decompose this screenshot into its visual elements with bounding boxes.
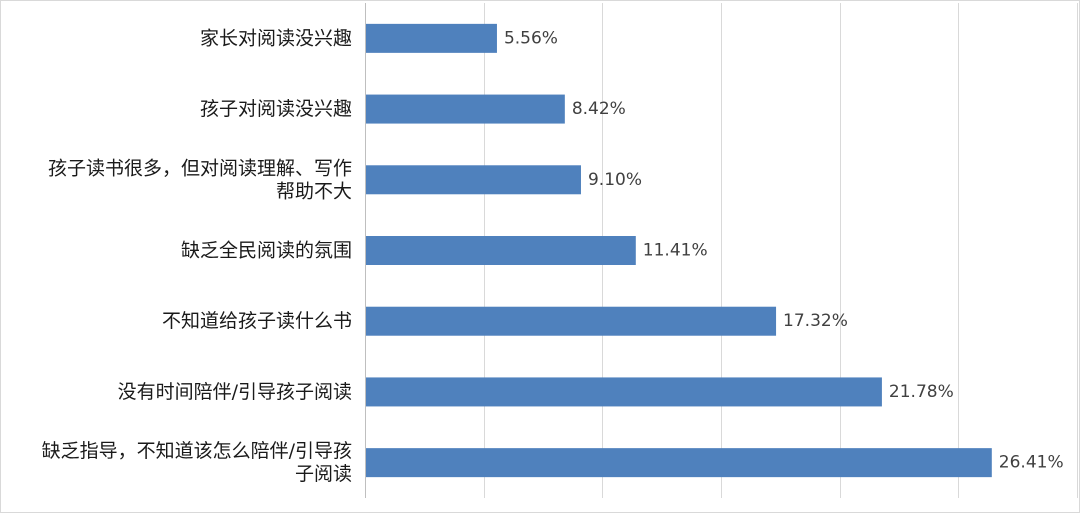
category-label: 孩子对阅读没兴趣 — [200, 98, 352, 120]
category-label: 不知道给孩子读什么书 — [162, 310, 352, 332]
bar — [366, 94, 565, 124]
bar — [366, 448, 992, 478]
category-label: 缺乏指导，不知道该怎么陪伴/引导孩子阅读 — [42, 440, 352, 485]
category-label-line: 家长对阅读没兴趣 — [200, 27, 352, 49]
data-label: 9.10% — [588, 170, 642, 190]
category-label-line: 孩子对阅读没兴趣 — [200, 98, 352, 120]
category-label-line: 帮助不大 — [276, 180, 352, 202]
labels: 5.56% 家长对阅读没兴趣 8.42% 孩子对阅读没兴趣 9.10% 孩子读书很多，但对… — [42, 27, 1064, 485]
bar — [366, 377, 882, 407]
data-label: 8.42% — [572, 99, 626, 119]
category-label: 缺乏全民阅读的氛围 — [181, 240, 352, 262]
category-label-line: 缺乏全民阅读的氛围 — [181, 240, 352, 262]
data-label: 11.41% — [643, 241, 708, 261]
category-label-line: 没有时间陪伴/引导孩子阅读 — [118, 381, 352, 403]
bar — [366, 236, 636, 265]
category-label: 孩子读书很多，但对阅读理解、写作帮助不大 — [48, 157, 352, 202]
category-label-line: 子阅读 — [295, 463, 352, 485]
bar — [366, 165, 581, 195]
data-label: 17.32% — [783, 311, 848, 331]
category-label-line: 不知道给孩子读什么书 — [162, 310, 352, 332]
bar — [366, 306, 777, 336]
data-label: 21.78% — [889, 382, 954, 402]
category-label: 家长对阅读没兴趣 — [200, 27, 352, 49]
bars — [366, 23, 992, 478]
category-label: 没有时间陪伴/引导孩子阅读 — [118, 381, 352, 403]
data-label: 5.56% — [504, 28, 558, 48]
gridlines — [484, 3, 1078, 498]
category-label-line: 缺乏指导，不知道该怎么陪伴/引导孩 — [42, 440, 352, 462]
data-label: 26.41% — [999, 453, 1064, 473]
bar — [366, 23, 497, 53]
category-label-line: 孩子读书很多，但对阅读理解、写作 — [48, 157, 352, 179]
